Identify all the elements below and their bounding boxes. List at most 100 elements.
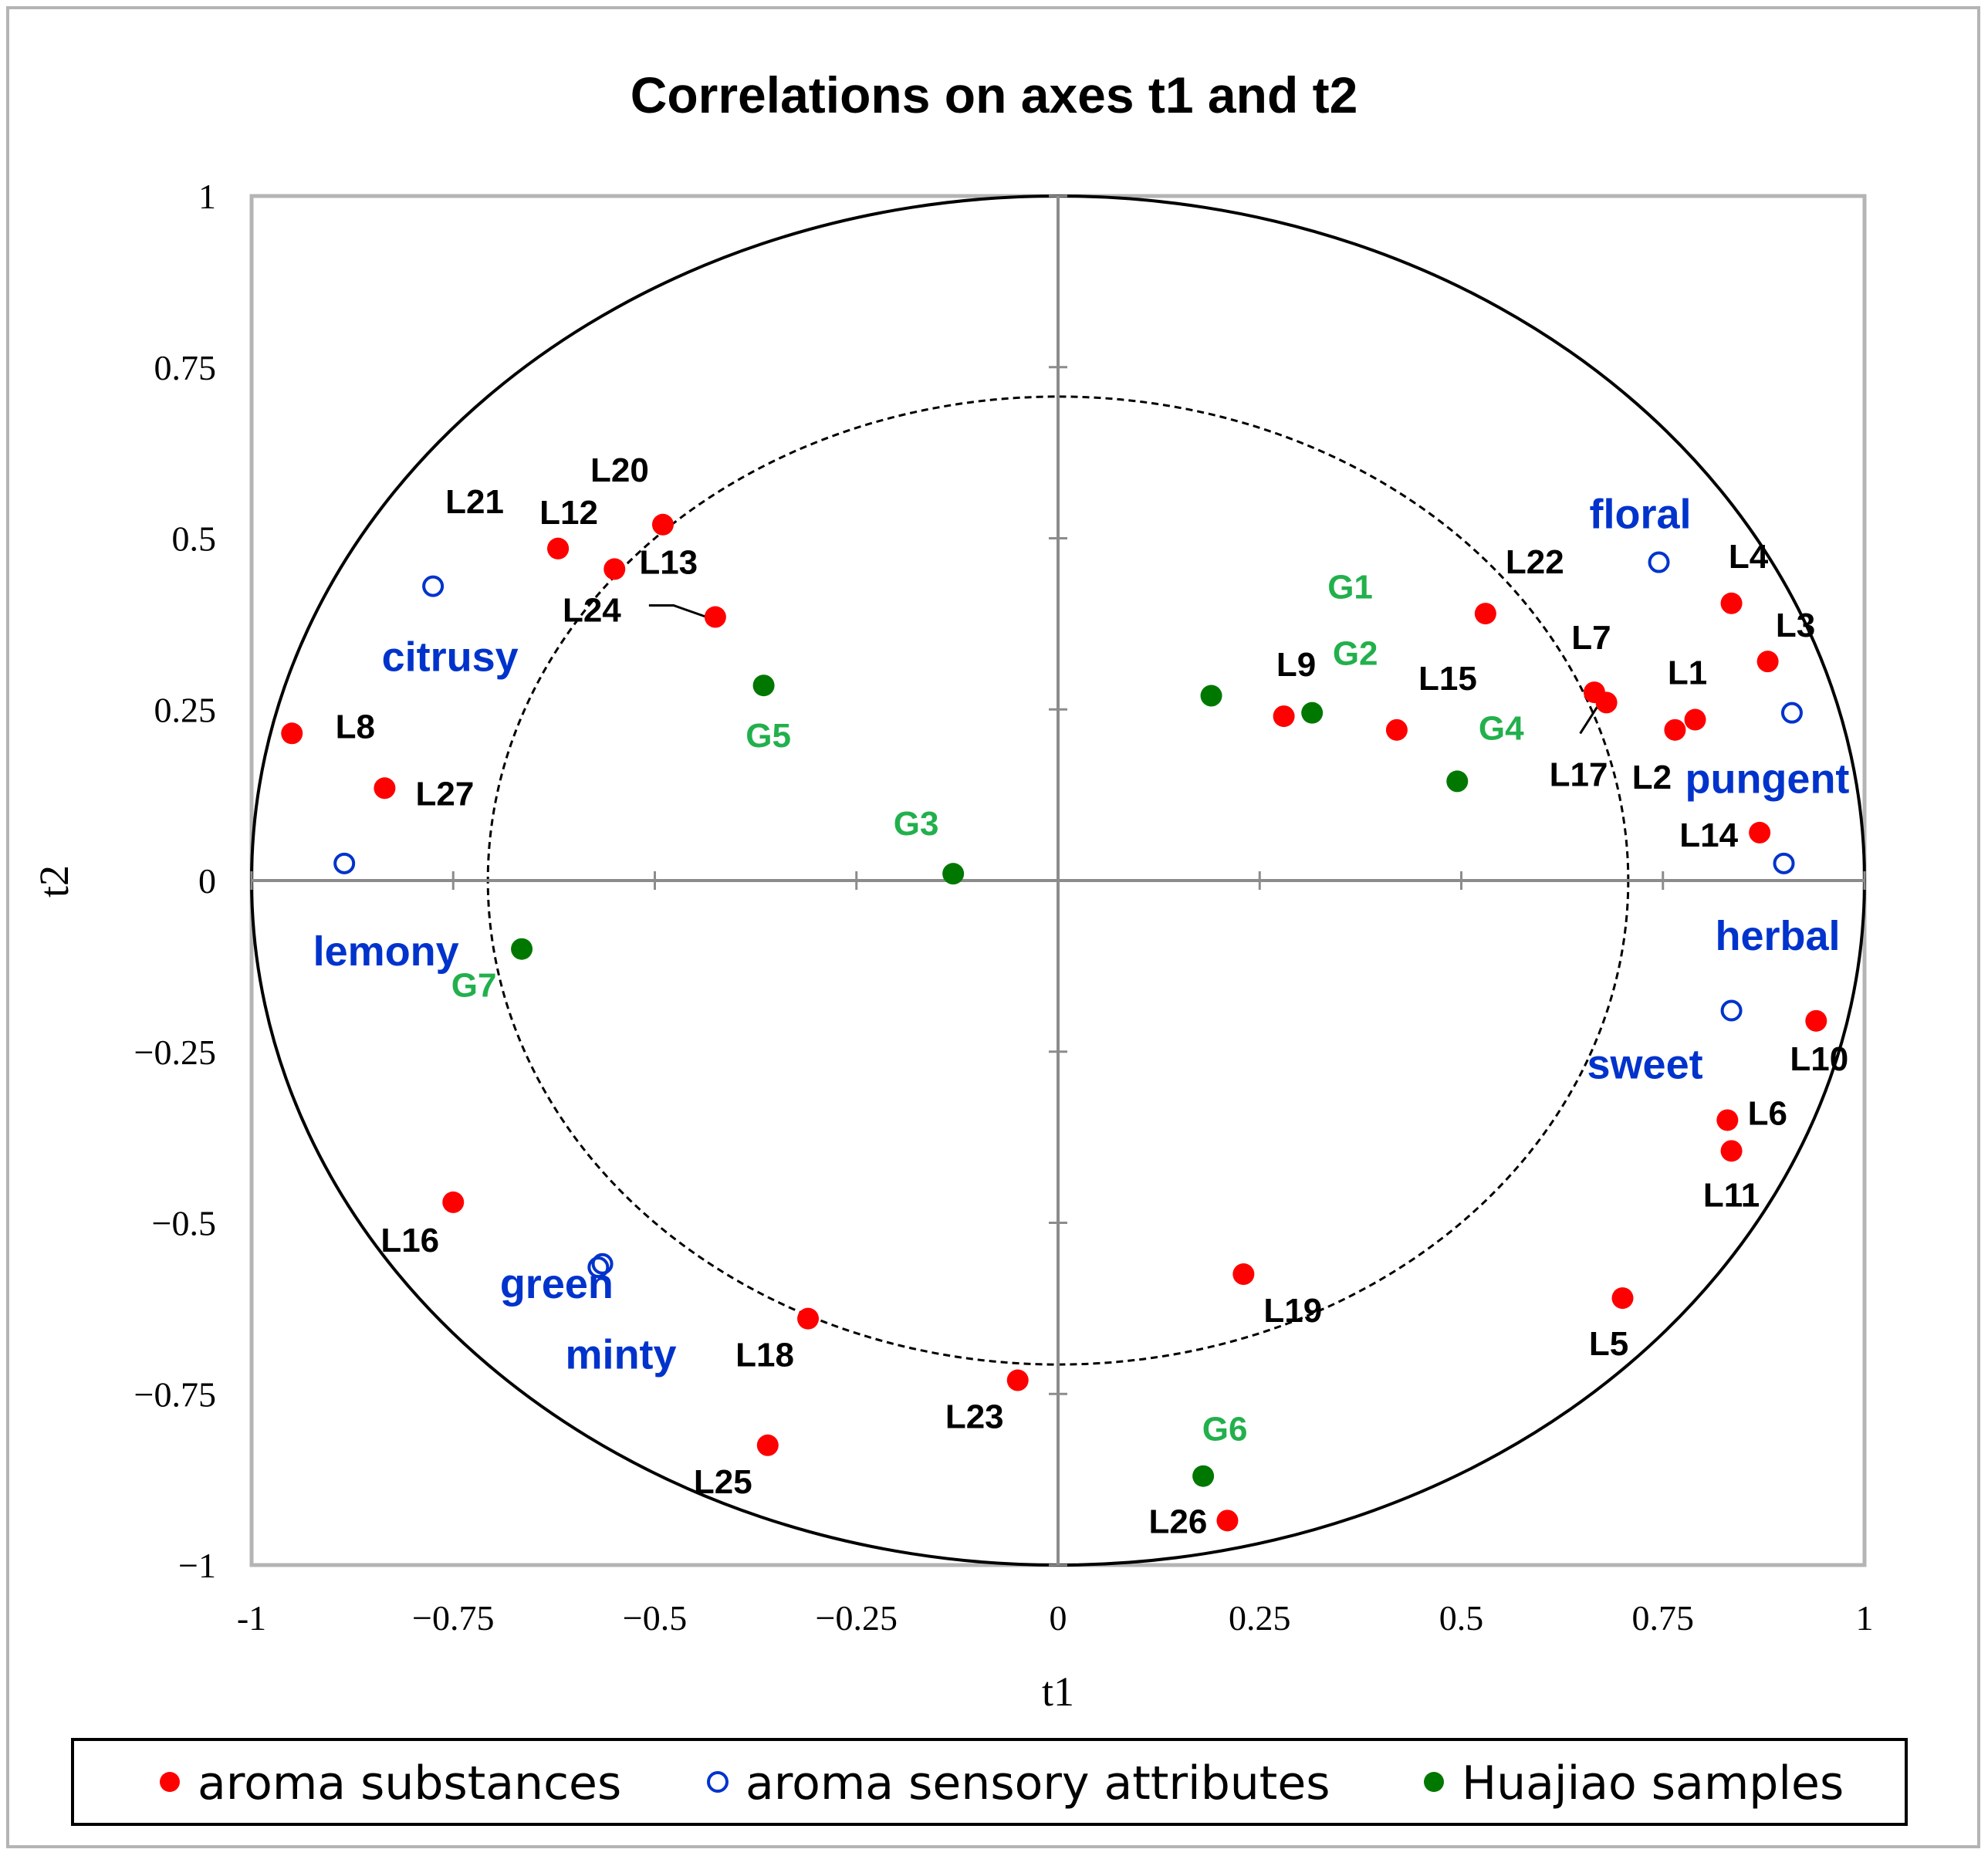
point-label-l1: L1 (1668, 654, 1707, 692)
point-label-l13: L13 (639, 543, 698, 581)
sensory-point-minty (591, 1253, 614, 1275)
point-label-g1: G1 (1327, 569, 1373, 607)
point-label-l14: L14 (1679, 816, 1738, 854)
sensory-point-herbal (1773, 852, 1795, 874)
point-label-l27: L27 (416, 775, 475, 813)
legend-label-aroma: aroma substances (198, 1756, 621, 1810)
sample-point-g6 (1192, 1465, 1215, 1487)
sample-point-g2 (1301, 701, 1324, 724)
point-label-l10: L10 (1790, 1040, 1848, 1078)
aroma-point-l9 (1273, 705, 1295, 728)
point-label-l2: L2 (1632, 759, 1672, 796)
point-label-citrusy: citrusy (382, 634, 519, 681)
point-label-g5: G5 (746, 717, 791, 755)
legend: aroma substances aroma sensory attribute… (71, 1738, 1908, 1826)
point-label-minty: minty (566, 1332, 677, 1378)
x-tick-label: -1 (237, 1598, 266, 1638)
sensory-point-citrusy (422, 575, 445, 597)
y-tick-label: 0.25 (154, 690, 217, 729)
point-label-g6: G6 (1202, 1411, 1248, 1449)
point-label-l4: L4 (1729, 538, 1769, 576)
aroma-point-l10 (1805, 1009, 1827, 1032)
point-label-l15: L15 (1418, 660, 1477, 698)
chart-title: Correlations on axes t1 and t2 (631, 66, 1358, 123)
y-tick-label: 1 (198, 177, 216, 216)
point-label-l21: L21 (445, 483, 504, 521)
point-label-l24: L24 (563, 592, 621, 630)
point-label-l18: L18 (735, 1337, 794, 1374)
y-tick-label: −0.75 (134, 1374, 216, 1414)
figure-frame (6, 6, 1980, 1848)
sample-point-g4 (1446, 770, 1469, 793)
aroma-point-l4 (1720, 592, 1743, 614)
leader-line-L24 (648, 604, 716, 621)
aroma-point-l13 (604, 558, 626, 580)
y-tick-label: 0.5 (172, 519, 217, 559)
aroma-point-l20 (651, 513, 674, 536)
y-tick-label: 0 (198, 861, 216, 901)
legend-label-sensory: aroma sensory attributes (746, 1756, 1330, 1810)
point-label-l5: L5 (1589, 1325, 1628, 1363)
point-label-l8: L8 (336, 708, 375, 745)
sensory-point-floral (1648, 551, 1670, 573)
aroma-point-l22 (1474, 603, 1496, 625)
y-axis-label: t2 (31, 865, 77, 898)
aroma-point-l24 (704, 606, 726, 628)
aroma-point-l26 (1216, 1509, 1239, 1532)
point-label-l12: L12 (539, 494, 598, 532)
legend-marker-sample (1424, 1772, 1444, 1792)
point-label-l20: L20 (590, 451, 649, 489)
y-tick-label: −1 (178, 1546, 216, 1585)
x-tick-label: 1 (1856, 1598, 1874, 1638)
aroma-point-l8 (281, 722, 303, 745)
legend-marker-aroma (160, 1772, 180, 1792)
sample-point-g7 (511, 938, 533, 960)
point-label-l19: L19 (1263, 1292, 1322, 1330)
sensory-point-green (587, 1256, 610, 1279)
point-label-g4: G4 (1479, 709, 1524, 747)
aroma-point-l25 (756, 1434, 779, 1456)
point-label-l17: L17 (1550, 756, 1608, 793)
aroma-point-l19 (1232, 1263, 1255, 1286)
point-label-l7: L7 (1571, 619, 1611, 657)
y-tick-label: −0.5 (152, 1204, 216, 1243)
sensory-point-lemony (333, 852, 356, 874)
sample-point-g5 (752, 674, 775, 697)
point-label-l16: L16 (380, 1222, 439, 1259)
aroma-point-l27 (374, 777, 396, 800)
aroma-point-l5 (1611, 1287, 1634, 1310)
aroma-point-l23 (1006, 1369, 1029, 1391)
point-label-l23: L23 (945, 1398, 1004, 1436)
x-tick-label: −0.5 (623, 1598, 687, 1638)
aroma-point-l16 (442, 1191, 465, 1213)
sensory-point-sweet (1720, 999, 1743, 1022)
x-tick-label: −0.75 (412, 1598, 494, 1638)
x-tick-label: −0.25 (816, 1598, 898, 1638)
point-label-g3: G3 (894, 805, 939, 843)
point-label-pungent: pungent (1685, 756, 1849, 803)
aroma-point-l1 (1684, 708, 1706, 731)
aroma-point-l3 (1756, 651, 1779, 673)
point-label-g2: G2 (1333, 635, 1378, 673)
aroma-point-l18 (797, 1307, 820, 1330)
point-label-g7: G7 (451, 967, 497, 1005)
y-tick-label: 0.75 (154, 348, 217, 387)
point-label-l26: L26 (1149, 1503, 1208, 1540)
point-label-sweet: sweet (1587, 1042, 1703, 1088)
point-label-l3: L3 (1776, 607, 1815, 644)
point-label-l22: L22 (1506, 543, 1564, 581)
aroma-point-l14 (1749, 821, 1771, 843)
point-label-l25: L25 (694, 1463, 752, 1501)
x-axis-label: t1 (1042, 1668, 1074, 1715)
legend-marker-sensory (707, 1771, 729, 1793)
point-label-l9: L9 (1276, 646, 1316, 684)
aroma-point-l21 (547, 537, 570, 560)
point-label-herbal: herbal (1715, 913, 1840, 959)
x-tick-label: 0.25 (1229, 1598, 1291, 1638)
legend-label-sample: Huajiao samples (1462, 1756, 1844, 1810)
point-label-floral: floral (1590, 492, 1692, 538)
aroma-point-l6 (1716, 1109, 1739, 1131)
sample-point-g3 (942, 863, 965, 885)
legend-box (71, 1738, 1908, 1826)
